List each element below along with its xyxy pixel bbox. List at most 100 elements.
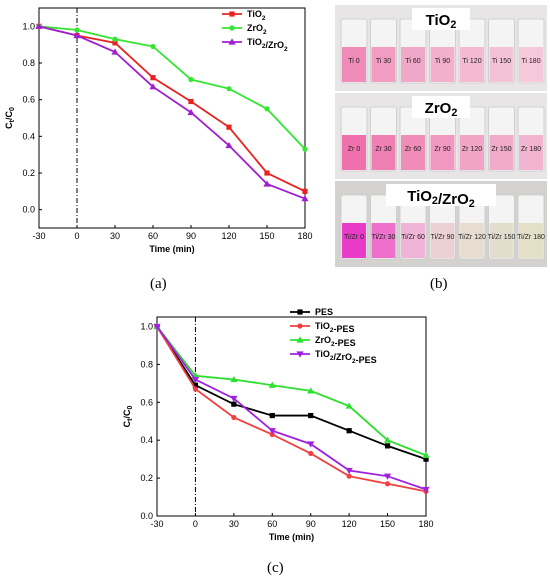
vial-label: Zr 120 — [462, 146, 482, 153]
data-point — [192, 382, 199, 388]
data-point — [264, 106, 270, 112]
y-tick-label: 0.8 — [22, 58, 35, 68]
data-point — [302, 188, 308, 194]
vial-label: Zr 30 — [375, 146, 391, 153]
series-2 — [35, 22, 309, 202]
vial-label: Zr 90 — [434, 146, 450, 153]
vial-label: Ti 30 — [376, 58, 391, 65]
vial-liquid — [519, 135, 543, 170]
vial-label: Zr 60 — [405, 146, 421, 153]
vial-liquid — [371, 47, 396, 82]
vial-label: Ti 180 — [521, 58, 540, 65]
vial-label: Ti/Zr 0 — [344, 234, 364, 241]
x-tick-label: 120 — [221, 231, 236, 241]
photo-row-title: ZrO2 — [425, 100, 458, 119]
y-tick-label: 1.0 — [140, 321, 153, 331]
y-tick-label: 0.2 — [140, 473, 153, 483]
data-point — [345, 402, 353, 409]
data-point — [346, 428, 352, 434]
vial-liquid — [460, 223, 484, 258]
data-point — [346, 473, 352, 479]
x-axis-title: Time (min) — [269, 532, 314, 542]
data-point — [226, 86, 232, 92]
data-point — [111, 48, 119, 55]
data-point — [35, 22, 43, 29]
data-point — [422, 486, 430, 494]
y-tick-label: 0.6 — [140, 397, 153, 407]
vial-label: Zr 150 — [491, 146, 511, 153]
series-line — [156, 325, 427, 460]
legend-marker — [296, 351, 304, 358]
vial-label: Ti/Zr 180 — [517, 234, 545, 241]
series-line — [38, 25, 306, 150]
legend-marker — [228, 38, 236, 45]
series-line — [38, 25, 306, 193]
plot-frame — [38, 7, 306, 229]
data-point — [268, 381, 276, 388]
y-tick-label: 0.4 — [22, 131, 35, 141]
legend-marker — [297, 309, 303, 315]
data-point — [264, 170, 270, 176]
vial-label: Zr 180 — [521, 146, 541, 153]
data-point — [263, 180, 271, 187]
vial-liquid — [489, 47, 514, 82]
data-point — [230, 375, 238, 383]
chart-c: -30 0 30 60 90 120 150 180 0.0 0.2 0.4 0.6 0.8 1.0 Tim… — [122, 307, 434, 542]
photo-title-box — [412, 96, 470, 118]
vial-liquid — [401, 47, 425, 82]
photo-title-box — [386, 184, 496, 206]
data-point — [225, 141, 233, 149]
data-point — [383, 436, 392, 443]
vial-label: Ti 0 — [348, 58, 360, 65]
photo-panel-b: Ti 0 Ti 30 Ti 60 Ti 90 Ti 120 Ti 150 Ti 180 TiO… — [335, 5, 547, 267]
x-axis-title: Time (min) — [149, 244, 194, 254]
y-tick-label: 0.0 — [140, 511, 153, 521]
data-point — [73, 31, 81, 39]
vial-liquid — [489, 223, 514, 258]
vial-liquid — [342, 223, 366, 258]
legend-label: TiO2/ZrO2 — [247, 37, 288, 53]
data-point — [308, 412, 314, 419]
vial-label: Zr 0 — [348, 146, 361, 153]
series-line — [156, 325, 427, 457]
data-point — [422, 451, 430, 458]
y-tick-label: 0.6 — [22, 95, 35, 105]
vial-label: Ti/Zr 60 — [401, 234, 425, 241]
series-3 — [153, 323, 430, 494]
data-point — [150, 75, 156, 81]
y-axis-title: Ct/C0 — [122, 406, 134, 428]
vial-liquid — [460, 47, 484, 82]
vial-label: Ti/Zr 90 — [431, 234, 455, 241]
vial-label: Ti/Zr 150 — [488, 234, 516, 241]
legend-label: ZrO2 — [247, 23, 267, 36]
y-tick-label: 0.0 — [22, 205, 35, 215]
y-tick-label: 1.0 — [22, 21, 35, 31]
x-tick-label: 60 — [267, 519, 277, 529]
x-tick-label: 60 — [148, 231, 158, 241]
panel-label-c: (c) — [267, 560, 284, 576]
legend-label: TiO2/ZrO2-PES — [315, 349, 377, 365]
data-point — [191, 376, 200, 384]
series-2 — [153, 322, 430, 458]
x-tick-label: 120 — [342, 519, 357, 529]
vial-liquid — [371, 223, 396, 258]
data-point — [384, 481, 391, 487]
x-tick-label: 150 — [380, 519, 395, 529]
y-axis-title: Ct/C0 — [4, 107, 16, 129]
series-line — [156, 326, 427, 493]
legend-label: TiO2 — [247, 9, 266, 22]
x-tick-label: 30 — [110, 231, 120, 241]
vial-liquid — [430, 135, 455, 170]
data-point — [307, 441, 315, 448]
vial-label: Ti/Zr 30 — [372, 234, 396, 241]
legend-label: ZrO2-PES — [315, 335, 356, 348]
x-tick-label: 30 — [229, 519, 239, 529]
data-point — [231, 401, 237, 407]
x-tick-label: 180 — [297, 231, 312, 241]
data-point — [384, 443, 391, 449]
data-point — [187, 108, 195, 116]
data-point — [383, 473, 392, 480]
y-tick-label: 0.8 — [140, 359, 153, 369]
data-point — [269, 431, 275, 438]
data-point — [188, 98, 194, 105]
